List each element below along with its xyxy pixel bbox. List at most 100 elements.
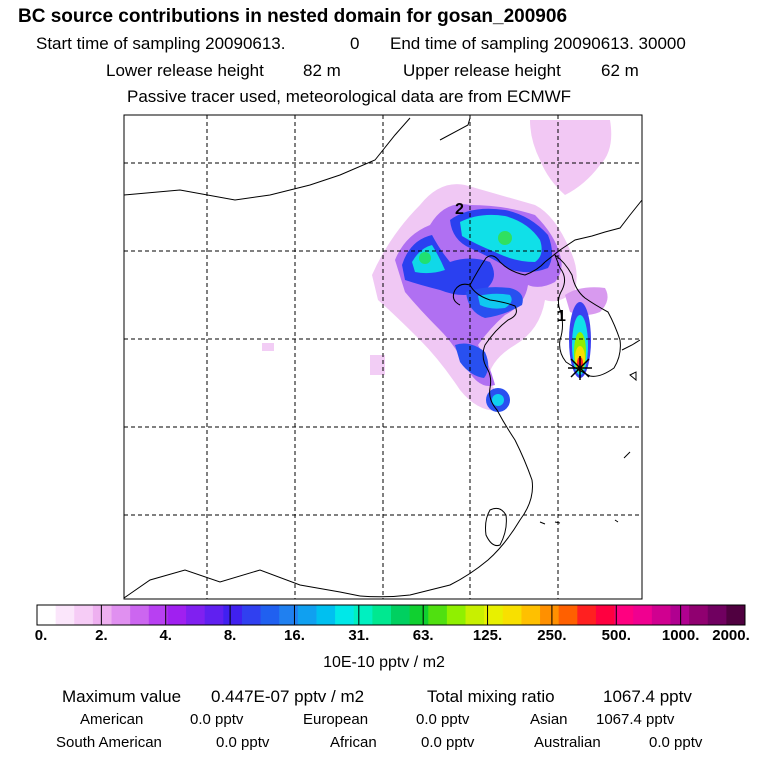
max-value-label: Maximum value	[62, 687, 182, 706]
coast-taiwan	[485, 507, 507, 546]
plume-layer	[262, 120, 612, 412]
map-frame	[123, 114, 643, 600]
australian-label: Australian	[534, 734, 601, 751]
colorbar-swatch	[484, 605, 504, 625]
colorbar-swatch	[428, 605, 448, 625]
plume-patch-west	[262, 343, 274, 351]
coast-mongolia-border	[124, 117, 411, 201]
colorbar-swatch	[446, 605, 467, 625]
african-label: African	[330, 734, 377, 751]
colorbar-swatch	[391, 605, 411, 625]
american-label: American	[80, 711, 144, 728]
grid-lines	[124, 115, 642, 599]
colorbar-tick-label: 125.	[472, 627, 503, 644]
plume-cyan-4	[492, 394, 504, 406]
colorbar-tick-label: 31.	[348, 627, 370, 644]
colorbar-tick-label: 1000.	[661, 627, 700, 644]
european-label: European	[303, 711, 369, 728]
marker-2: 2	[455, 201, 464, 218]
coast-islands	[539, 519, 619, 525]
colorbar-swatch	[372, 605, 392, 625]
max-value: 0.447E-07 pptv / m2	[211, 687, 365, 706]
colorbar-swatch	[502, 605, 522, 625]
plume-green-2	[498, 231, 512, 245]
colorbar-swatch	[707, 605, 727, 625]
coast-bohai	[452, 283, 471, 306]
colorbar-swatch	[558, 605, 578, 625]
colorbar-swatch	[316, 605, 336, 625]
south-american-value: 0.0 pptv	[216, 734, 270, 751]
colorbar-tick-label: 250.	[537, 627, 567, 644]
colorbar-swatch	[726, 605, 746, 625]
colorbar-tick-label: 63.	[412, 627, 434, 644]
african-value: 0.0 pptv	[421, 734, 475, 751]
plume-patch-south	[370, 355, 385, 375]
colorbar-swatch	[614, 605, 634, 625]
colorbar-swatch	[651, 605, 671, 625]
colorbar-swatch	[223, 605, 243, 625]
receptor-star-icon	[568, 356, 592, 380]
colorbar	[37, 605, 746, 625]
american-value: 0.0 pptv	[190, 711, 244, 728]
coast-korea	[553, 253, 621, 377]
colorbar-swatch	[540, 605, 560, 625]
start-time-label: Start time of sampling 20090613.	[36, 34, 286, 53]
coast-china-east	[359, 387, 533, 598]
colorbar-swatch	[260, 605, 280, 625]
colorbar-swatch	[204, 605, 224, 625]
colorbar-swatch	[111, 605, 131, 625]
asian-value: 1067.4 pptv	[596, 711, 675, 728]
colorbar-tick-label: 2.	[95, 627, 108, 644]
colorbar-swatch	[577, 605, 597, 625]
colorbar-tick-label: 500.	[601, 627, 631, 644]
colorbar-swatch	[55, 605, 75, 625]
colorbar-swatch	[670, 605, 690, 625]
lower-height-value: 82 m	[303, 61, 341, 80]
start-time-value: 0	[350, 34, 360, 53]
total-mixing-label: Total mixing ratio	[427, 687, 555, 706]
tracer-note: Passive tracer used, meteorological data…	[127, 87, 572, 106]
colorbar-tick-label: 4.	[159, 627, 172, 644]
colorbar-unit: 10E-10 pptv / m2	[323, 654, 445, 671]
colorbar-swatch	[595, 605, 616, 625]
colorbar-swatch	[465, 605, 485, 625]
colorbar-swatch	[130, 605, 150, 625]
end-time-label: End time of sampling 20090613. 30000	[390, 34, 686, 53]
colorbar-swatch	[521, 605, 541, 625]
colorbar-frame	[36, 604, 746, 626]
colorbar-tick-label: 16.	[284, 627, 305, 644]
coast-manchuria-border	[439, 117, 471, 141]
colorbar-tick-label: 2000.	[712, 627, 750, 644]
colorbar-swatch	[37, 605, 57, 625]
colorbar-swatch	[353, 605, 373, 625]
total-mixing-value: 1067.4 pptv	[603, 687, 692, 706]
coast-japan-1	[621, 339, 641, 351]
coast-japan-3	[623, 451, 631, 459]
colorbar-swatch	[148, 605, 168, 625]
colorbar-swatch	[335, 605, 355, 625]
marker-1: 1	[557, 308, 566, 325]
colorbar-swatch	[297, 605, 317, 625]
upper-height-label: Upper release height	[403, 61, 561, 80]
coast-korea-north	[544, 199, 642, 263]
plume-north	[530, 120, 612, 195]
lower-height-label: Lower release height	[106, 61, 264, 80]
colorbar-swatch	[241, 605, 262, 625]
colorbar-swatch	[167, 605, 187, 625]
south-american-label: South American	[56, 734, 162, 751]
colorbar-swatch	[186, 605, 206, 625]
european-value: 0.0 pptv	[416, 711, 470, 728]
australian-value: 0.0 pptv	[649, 734, 703, 751]
plot-title: BC source contributions in nested domain…	[18, 6, 568, 27]
plume-green-1	[419, 252, 431, 264]
coast-china-south	[124, 569, 361, 599]
plume-blue-4	[455, 343, 489, 378]
colorbar-tick-label: 8.	[223, 627, 237, 644]
coast-japan-2	[629, 371, 637, 382]
colorbar-swatch	[689, 605, 709, 625]
colorbar-swatch	[279, 605, 299, 625]
coast-china-north	[469, 255, 546, 389]
coastlines	[124, 117, 642, 599]
colorbar-swatch	[92, 605, 113, 625]
